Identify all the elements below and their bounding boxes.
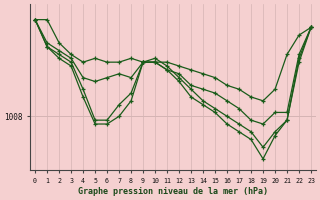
X-axis label: Graphe pression niveau de la mer (hPa): Graphe pression niveau de la mer (hPa) xyxy=(78,187,268,196)
